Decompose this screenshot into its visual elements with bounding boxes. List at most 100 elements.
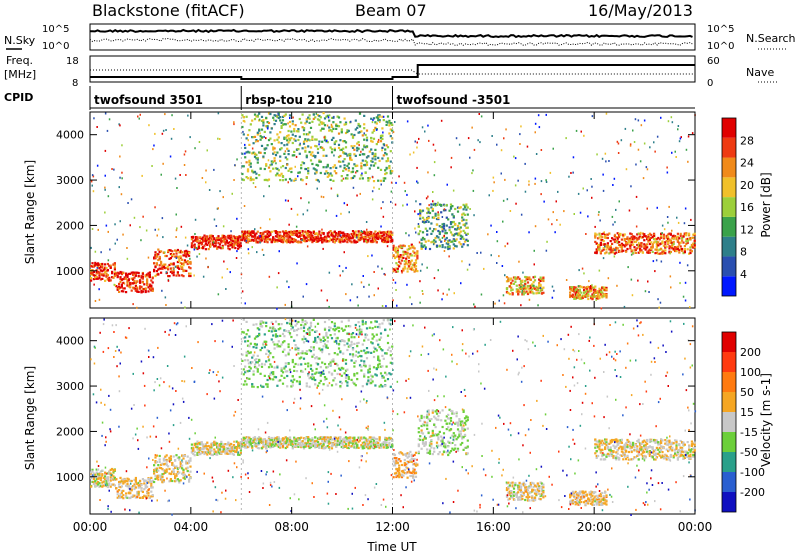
scatter-cell — [290, 440, 293, 443]
scatter-cell — [508, 278, 511, 281]
scatter-cell — [648, 248, 651, 251]
scatter-cell — [238, 246, 241, 249]
scatter-cell — [178, 274, 181, 277]
scatter-cell — [141, 275, 144, 278]
speckle-cell — [259, 226, 262, 229]
scatter-cell — [343, 437, 346, 440]
scatter-cell — [625, 244, 628, 247]
speckle-cell — [362, 275, 364, 277]
scatter-cell — [167, 465, 170, 468]
scatter-cell — [676, 240, 679, 243]
scatter-cell — [139, 485, 142, 488]
speckle-cell — [196, 255, 198, 258]
scatter-cell — [199, 453, 202, 456]
scatter-cell — [458, 227, 461, 231]
scatter-cell — [209, 243, 212, 246]
scatter-cell — [643, 247, 646, 250]
speckle-cell — [469, 156, 471, 159]
scatter-cell — [335, 233, 338, 236]
scatter-cell — [435, 223, 439, 226]
scatter-cell — [384, 151, 387, 155]
scatter-cell — [319, 116, 322, 119]
scatter-cell — [360, 174, 363, 177]
scatter-cell — [125, 495, 128, 498]
scatter-cell — [252, 436, 255, 439]
scatter-cell — [134, 480, 137, 483]
scatter-cell — [354, 154, 357, 157]
scatter-cell — [353, 436, 356, 439]
speckle-cell — [604, 152, 607, 155]
scatter-cell — [344, 445, 348, 448]
scatter-cell — [321, 445, 324, 448]
speckle-cell — [670, 116, 673, 119]
scatter-cell — [279, 442, 282, 445]
scatter-cell — [333, 236, 336, 239]
scatter-cell — [616, 247, 619, 250]
scatter-cell — [525, 277, 528, 280]
scatter-cell — [277, 113, 280, 116]
scatter-cell — [288, 240, 292, 243]
scatter-cell — [242, 133, 245, 136]
scatter-cell — [389, 160, 392, 163]
scatter-cell — [204, 444, 207, 447]
scatter-cell — [259, 135, 262, 138]
scatter-cell — [92, 472, 95, 475]
scatter-cell — [459, 237, 462, 240]
speckle-cell — [500, 149, 503, 152]
speckle-cell — [656, 206, 658, 209]
scatter-cell — [259, 151, 262, 154]
scatter-cell — [329, 129, 332, 132]
scatter-cell — [681, 239, 684, 242]
scatter-cell — [342, 151, 345, 154]
scatter-cell — [258, 174, 261, 177]
scatter-cell — [641, 232, 644, 235]
scatter-cell — [451, 225, 454, 229]
scatter-cell — [148, 287, 151, 291]
scatter-cell — [316, 233, 320, 236]
scatter-cell — [227, 244, 230, 247]
speckle-cell — [121, 144, 123, 147]
scatter-cell — [395, 246, 398, 249]
speckle-cell — [496, 262, 498, 264]
scatter-cell — [604, 236, 607, 239]
scatter-cell — [137, 486, 140, 489]
scatter-cell — [386, 234, 390, 237]
scatter-cell — [150, 486, 153, 489]
scatter-cell — [288, 236, 292, 239]
speckle-cell — [343, 202, 346, 205]
speckle-cell — [316, 187, 318, 190]
scatter-cell — [220, 240, 223, 243]
scatter-cell — [328, 445, 331, 448]
scatter-cell — [328, 240, 331, 243]
scatter-cell — [150, 482, 153, 485]
scatter-cell — [189, 470, 192, 473]
scatter-cell — [293, 439, 296, 442]
scatter-cell — [181, 266, 184, 270]
scatter-cell — [214, 242, 217, 245]
scatter-cell — [319, 160, 322, 163]
scatter-cell — [174, 477, 177, 480]
scatter-cell — [91, 265, 94, 268]
scatter-cell — [265, 441, 268, 444]
scatter-cell — [608, 246, 611, 249]
scatter-cell — [309, 159, 313, 162]
scatter-cell — [574, 286, 577, 289]
scatter-cell — [654, 237, 657, 240]
speckle-cell — [428, 204, 430, 207]
scatter-cell — [182, 264, 185, 267]
scatter-cell — [141, 281, 144, 284]
scatter-cell — [414, 268, 418, 271]
scatter-cell — [218, 452, 221, 455]
speckle-cell — [654, 270, 656, 273]
scatter-cell — [524, 275, 527, 279]
scatter-cell — [178, 255, 181, 258]
speckle-cell — [513, 155, 515, 158]
scatter-cell — [300, 178, 303, 181]
scatter-cell — [405, 260, 408, 263]
scatter-cell — [505, 288, 509, 291]
scatter-cell — [363, 230, 366, 233]
scatter-cell — [274, 174, 278, 177]
scatter-cell — [328, 126, 331, 129]
speckle-cell — [107, 195, 110, 198]
speckle-cell — [107, 259, 110, 262]
